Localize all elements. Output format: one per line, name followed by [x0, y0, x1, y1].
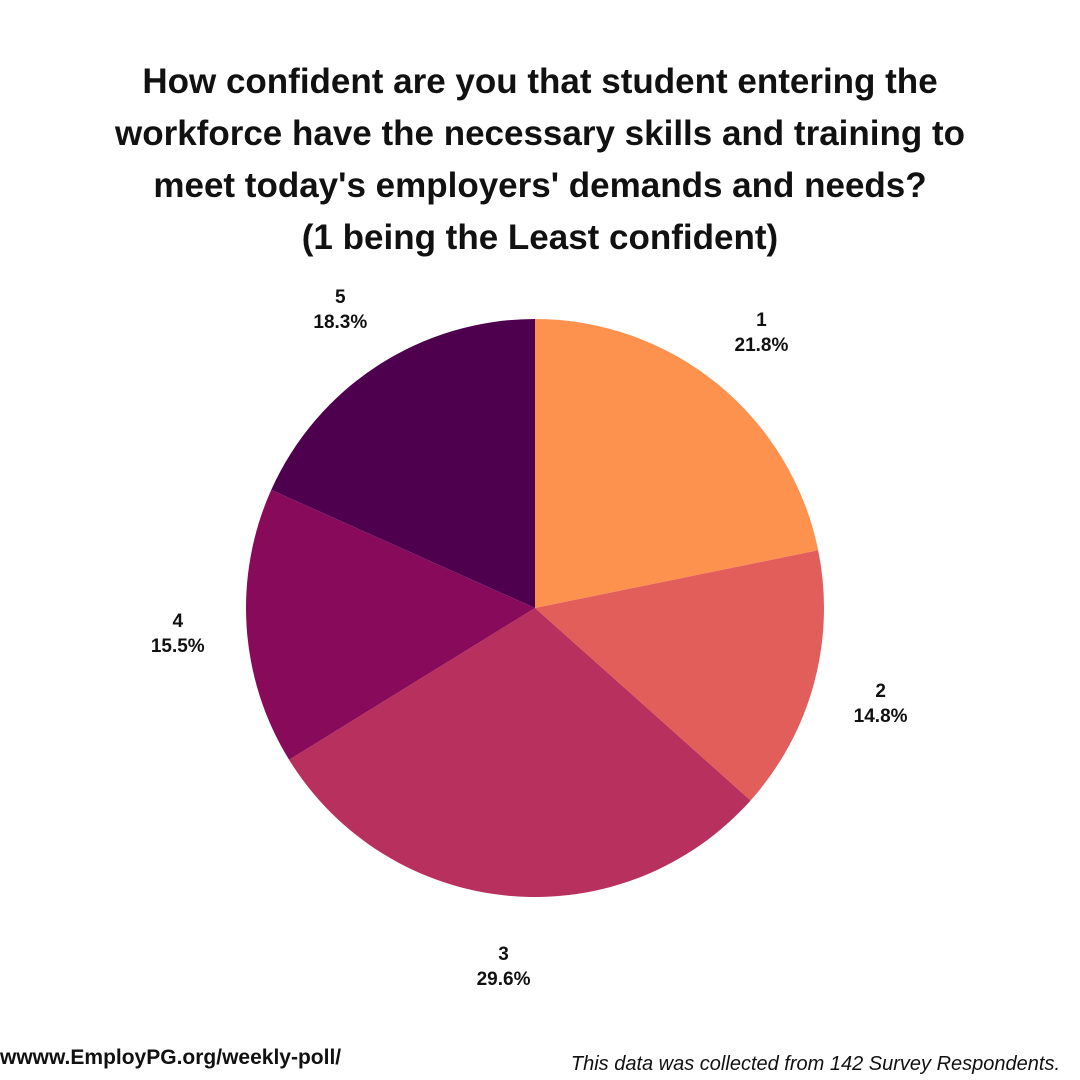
- slice-value-5: 18.3%: [313, 312, 367, 333]
- pie-slice-3: [289, 608, 751, 898]
- chart-title-line-1: How confident are you that student enter…: [142, 62, 938, 101]
- slice-label-3: 3: [498, 944, 509, 965]
- chart-title-line-4: (1 being the Least confident): [301, 218, 779, 257]
- slice-label-1: 1: [756, 310, 767, 331]
- chart-title-line-2: workforce have the necessary skills and …: [114, 114, 966, 153]
- slice-label-4: 4: [172, 611, 183, 632]
- chart-title: How confident are you that student enter…: [40, 56, 1040, 264]
- pie-slice-2: [535, 550, 824, 801]
- pie-slice-1: [535, 319, 819, 608]
- slice-value-4: 15.5%: [151, 636, 205, 657]
- chart-title-line-3: meet today's employers' demands and need…: [153, 166, 927, 205]
- slice-value-2: 14.8%: [854, 706, 908, 727]
- pie-slice-5: [271, 319, 535, 608]
- slice-label-2: 2: [875, 681, 886, 702]
- footer-url[interactable]: wwww.EmployPG.org/weekly-poll/: [0, 1046, 342, 1069]
- slice-value-1: 21.8%: [735, 335, 789, 356]
- slice-label-5: 5: [335, 287, 346, 308]
- pie-labels: 1 21.8% 2 14.8% 3 29.6% 4 15.5% 5 18.3%: [151, 287, 908, 990]
- pie-slices: [245, 319, 824, 898]
- slice-value-3: 29.6%: [477, 969, 531, 990]
- pie-slice-4: [245, 489, 535, 760]
- footer-note: This data was collected from 142 Survey …: [570, 1053, 1060, 1075]
